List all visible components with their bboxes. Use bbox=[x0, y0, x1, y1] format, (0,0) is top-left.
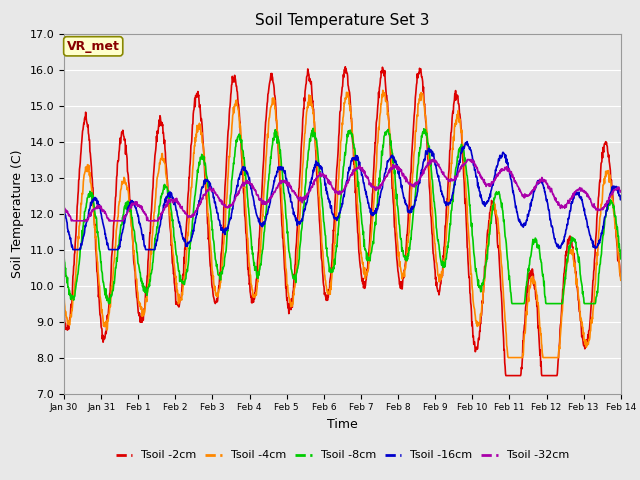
Tsoil -2cm bbox=[170, 280, 178, 286]
Tsoil -16cm bbox=[60, 208, 68, 214]
Title: Soil Temperature Set 3: Soil Temperature Set 3 bbox=[255, 13, 429, 28]
Tsoil -8cm bbox=[105, 300, 113, 307]
Tsoil -32cm bbox=[67, 218, 75, 224]
Tsoil -16cm bbox=[463, 139, 471, 144]
Tsoil -8cm bbox=[309, 125, 317, 131]
Tsoil -32cm bbox=[502, 164, 510, 170]
Tsoil -8cm bbox=[171, 239, 179, 245]
Tsoil -4cm bbox=[60, 291, 68, 297]
Tsoil -4cm bbox=[504, 355, 512, 360]
Tsoil -8cm bbox=[502, 240, 510, 246]
Legend: Tsoil -2cm, Tsoil -4cm, Tsoil -8cm, Tsoil -16cm, Tsoil -32cm: Tsoil -2cm, Tsoil -4cm, Tsoil -8cm, Tsoi… bbox=[111, 446, 573, 465]
Tsoil -4cm bbox=[552, 355, 559, 360]
Tsoil -8cm bbox=[429, 192, 437, 198]
Tsoil -16cm bbox=[502, 160, 510, 166]
Tsoil -2cm bbox=[617, 273, 625, 279]
Tsoil -2cm bbox=[552, 373, 559, 379]
Line: Tsoil -16cm: Tsoil -16cm bbox=[64, 142, 621, 250]
Tsoil -4cm bbox=[429, 221, 437, 227]
Tsoil -8cm bbox=[246, 228, 254, 234]
Tsoil -2cm bbox=[502, 373, 510, 379]
Tsoil -2cm bbox=[246, 289, 254, 295]
Tsoil -32cm bbox=[429, 157, 437, 163]
Text: VR_met: VR_met bbox=[67, 40, 120, 53]
Tsoil -32cm bbox=[184, 215, 192, 220]
Tsoil -2cm bbox=[429, 251, 437, 256]
Tsoil -16cm bbox=[617, 197, 625, 203]
Tsoil -16cm bbox=[246, 181, 254, 187]
Tsoil -2cm bbox=[60, 308, 68, 313]
Tsoil -32cm bbox=[429, 156, 436, 162]
Tsoil -8cm bbox=[552, 300, 559, 307]
Line: Tsoil -32cm: Tsoil -32cm bbox=[64, 159, 621, 221]
Line: Tsoil -8cm: Tsoil -8cm bbox=[64, 128, 621, 304]
Tsoil -2cm bbox=[184, 195, 191, 201]
X-axis label: Time: Time bbox=[327, 418, 358, 431]
Tsoil -32cm bbox=[171, 198, 179, 204]
Tsoil -4cm bbox=[617, 277, 625, 283]
Tsoil -2cm bbox=[342, 64, 349, 70]
Line: Tsoil -4cm: Tsoil -4cm bbox=[64, 90, 621, 358]
Tsoil -32cm bbox=[60, 204, 68, 209]
Tsoil -4cm bbox=[502, 328, 509, 334]
Tsoil -16cm bbox=[552, 240, 559, 245]
Tsoil -4cm bbox=[184, 229, 191, 235]
Tsoil -2cm bbox=[502, 373, 509, 379]
Tsoil -8cm bbox=[617, 256, 625, 262]
Y-axis label: Soil Temperature (C): Soil Temperature (C) bbox=[11, 149, 24, 278]
Line: Tsoil -2cm: Tsoil -2cm bbox=[64, 67, 621, 376]
Tsoil -8cm bbox=[184, 262, 192, 267]
Tsoil -16cm bbox=[429, 153, 437, 159]
Tsoil -16cm bbox=[184, 240, 192, 246]
Tsoil -8cm bbox=[60, 252, 68, 258]
Tsoil -16cm bbox=[69, 247, 77, 252]
Tsoil -32cm bbox=[552, 198, 559, 204]
Tsoil -4cm bbox=[246, 272, 254, 277]
Tsoil -4cm bbox=[379, 87, 387, 93]
Tsoil -4cm bbox=[170, 262, 178, 268]
Tsoil -16cm bbox=[171, 197, 179, 203]
Tsoil -32cm bbox=[246, 181, 254, 187]
Tsoil -32cm bbox=[617, 188, 625, 194]
